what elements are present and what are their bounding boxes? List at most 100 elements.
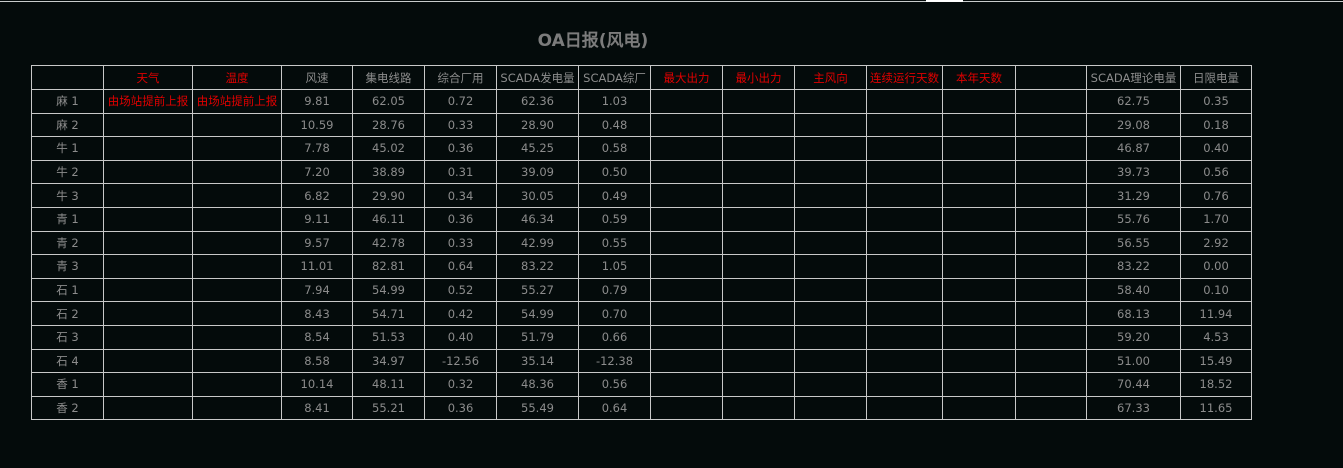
column-header: SCADA理论电量 [1086,65,1181,90]
table-cell [942,159,1016,185]
table-cell [722,324,795,350]
table-cell: 34.97 [352,348,425,374]
table-cell: 30.05 [496,183,579,208]
column-header: SCADA发电量 [496,65,579,90]
table-cell [103,301,193,326]
row-label: 香 1 [31,372,104,397]
table-cell [866,136,943,161]
table-cell: 54.99 [496,301,579,326]
table-cell: 48.36 [496,372,579,397]
table-cell: 56.55 [1086,230,1181,256]
table-cell [192,206,282,232]
table-cell [722,277,795,303]
table-cell [103,136,193,161]
row-label: 麻 2 [31,112,104,138]
table-cell: 7.94 [281,277,353,303]
table-cell [942,324,1016,350]
table-cell: 70.44 [1086,372,1181,397]
column-header: 连续运行天数 [866,65,943,90]
table-cell: 62.05 [352,89,425,114]
table-cell [942,89,1016,114]
table-cell [722,372,795,397]
table-cell [1015,372,1087,397]
table-cell: 29.08 [1086,112,1181,138]
table-cell [794,183,867,208]
table-cell [722,254,795,279]
table-cell: 0.79 [578,277,651,303]
table-cell [650,89,723,114]
table-cell: 48.11 [352,372,425,397]
row-label: 石 2 [31,301,104,326]
table-cell [794,112,867,138]
table-cell [1015,159,1087,185]
column-header: 综合厂用 [424,65,497,90]
table-cell: 0.52 [424,277,497,303]
table-cell [1015,395,1087,421]
table-cell: 0.55 [578,230,651,256]
column-header: 最小出力 [722,65,795,90]
table-cell [794,206,867,232]
column-header: 天气 [103,65,193,90]
table-cell: 58.40 [1086,277,1181,303]
table-cell [1015,206,1087,232]
table-cell [942,112,1016,138]
table-cell: 46.87 [1086,136,1181,161]
table-cell: -12.56 [424,348,497,374]
table-cell: 4.53 [1180,324,1252,350]
table-cell: 0.33 [424,112,497,138]
table-cell: 7.78 [281,136,353,161]
table-cell: 0.32 [424,372,497,397]
table-cell [866,301,943,326]
table-cell: 51.53 [352,324,425,350]
table-cell [1015,254,1087,279]
table-cell: 由场站提前上报 [192,89,282,114]
table-cell [103,159,193,185]
table-cell [192,348,282,374]
table-cell [866,112,943,138]
table-cell: 83.22 [496,254,579,279]
table-cell [942,183,1016,208]
table-cell: 59.20 [1086,324,1181,350]
row-label: 青 2 [31,230,104,256]
column-header: SCADA综厂 [578,65,651,90]
table-cell: 39.09 [496,159,579,185]
table-cell: 0.36 [424,206,497,232]
table-cell: 28.90 [496,112,579,138]
table-cell: 28.76 [352,112,425,138]
table-cell [866,183,943,208]
table-row: 牛 1 7.78 45.02 0.36 45.25 0.58 46.87 0.40 [31,136,1252,161]
table-cell [103,112,193,138]
row-label: 青 3 [31,254,104,279]
table-cell: 83.22 [1086,254,1181,279]
table-cell [722,159,795,185]
table-cell [866,159,943,185]
table-cell [866,89,943,114]
table-cell: 29.90 [352,183,425,208]
table-cell [866,230,943,256]
table-cell: 51.00 [1086,348,1181,374]
table-cell [942,395,1016,421]
table-cell [192,230,282,256]
table-cell [866,254,943,279]
table-row: 麻 2 10.59 28.76 0.33 28.90 0.48 29.08 0.18 [31,112,1252,138]
table-cell: 10.14 [281,372,353,397]
table-cell [722,301,795,326]
table-cell [794,159,867,185]
table-row: 牛 2 7.20 38.89 0.31 39.09 0.50 39.73 0.56 [31,159,1252,185]
table-cell: 1.03 [578,89,651,114]
table-cell [794,277,867,303]
table-cell [866,372,943,397]
row-label: 香 2 [31,395,104,421]
table-cell: 0.50 [578,159,651,185]
table-cell: 11.01 [281,254,353,279]
table-cell [192,254,282,279]
table-cell [722,136,795,161]
table-cell: 7.20 [281,159,353,185]
row-label: 石 3 [31,324,104,350]
table-cell [192,372,282,397]
table-cell [1015,277,1087,303]
table-cell [650,254,723,279]
table-cell: 35.14 [496,348,579,374]
table-cell: 9.81 [281,89,353,114]
table-cell: 9.57 [281,230,353,256]
